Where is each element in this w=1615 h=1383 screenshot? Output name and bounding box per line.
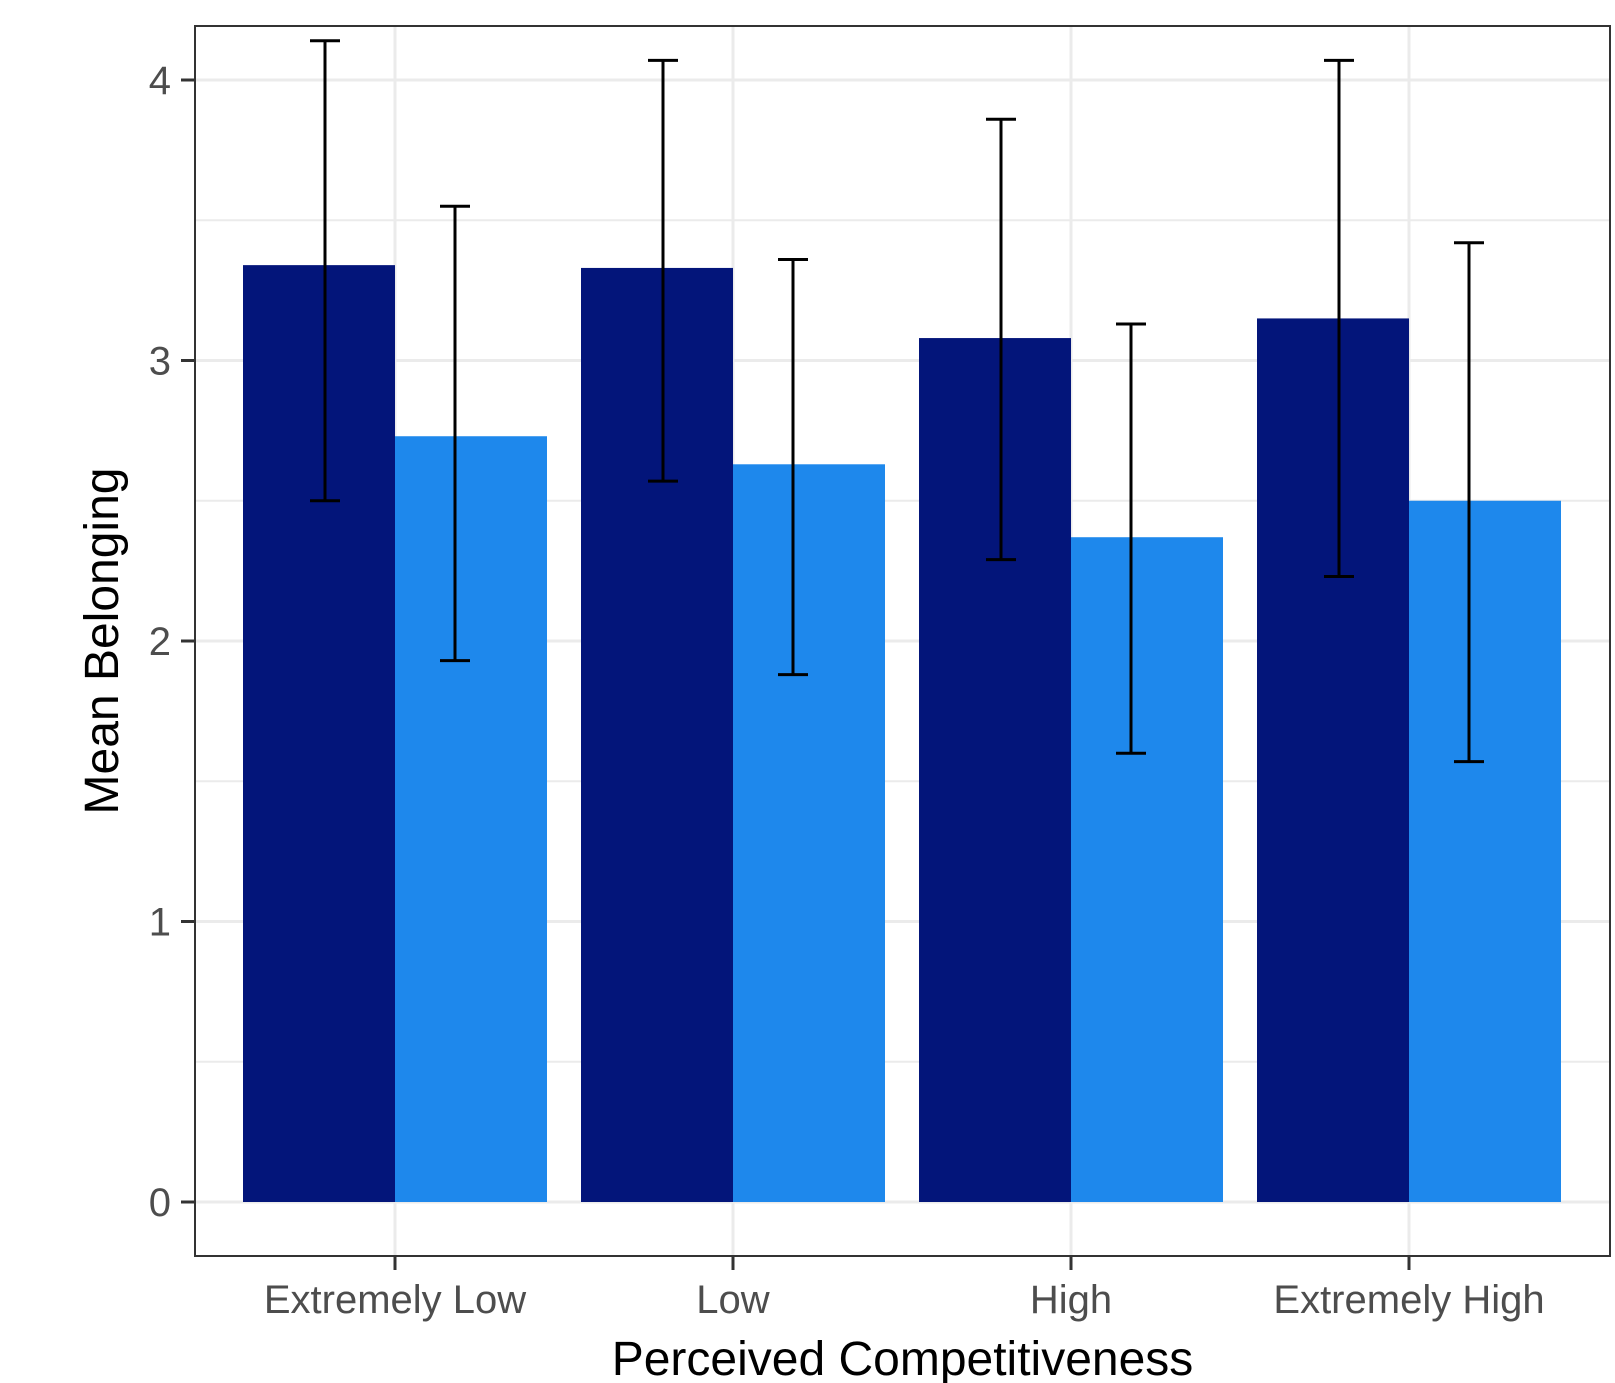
y-tick-label: 1 (149, 901, 171, 945)
bar (243, 265, 395, 1202)
x-tick-label: Extremely High (1273, 1278, 1544, 1322)
error-bar (440, 204, 470, 663)
y-axis: 0 1 2 3 4 (149, 59, 195, 1225)
error-bar (1454, 241, 1484, 764)
bar (581, 267, 733, 1202)
error-bar (648, 58, 678, 483)
plot-panel (194, 25, 1611, 1257)
bars (243, 265, 1561, 1202)
x-axis: Extremely Low Low High Extremely High (264, 1256, 1545, 1322)
bar (919, 338, 1071, 1202)
x-tick-label: Low (696, 1278, 769, 1322)
x-axis-title: Perceived Competitiveness (612, 1333, 1194, 1383)
y-tick-label: 0 (149, 1181, 171, 1225)
y-tick-label: 3 (149, 340, 171, 384)
x-tick-label: Extremely Low (264, 1278, 526, 1322)
y-tick-label: 4 (149, 59, 171, 103)
y-axis-title: Mean Belonging (76, 468, 129, 815)
bar (395, 436, 547, 1202)
error-bar (778, 258, 808, 677)
y-tick-label: 2 (149, 620, 171, 664)
bar (1257, 318, 1409, 1202)
error-bar (310, 39, 340, 503)
bar (1071, 537, 1223, 1202)
error-bar (1116, 322, 1146, 755)
error-bar (1324, 58, 1354, 578)
error-bars (310, 39, 1484, 764)
bar (733, 464, 885, 1202)
x-tick-label: High (1030, 1278, 1112, 1322)
error-bar (986, 117, 1016, 562)
bar (1409, 500, 1561, 1202)
